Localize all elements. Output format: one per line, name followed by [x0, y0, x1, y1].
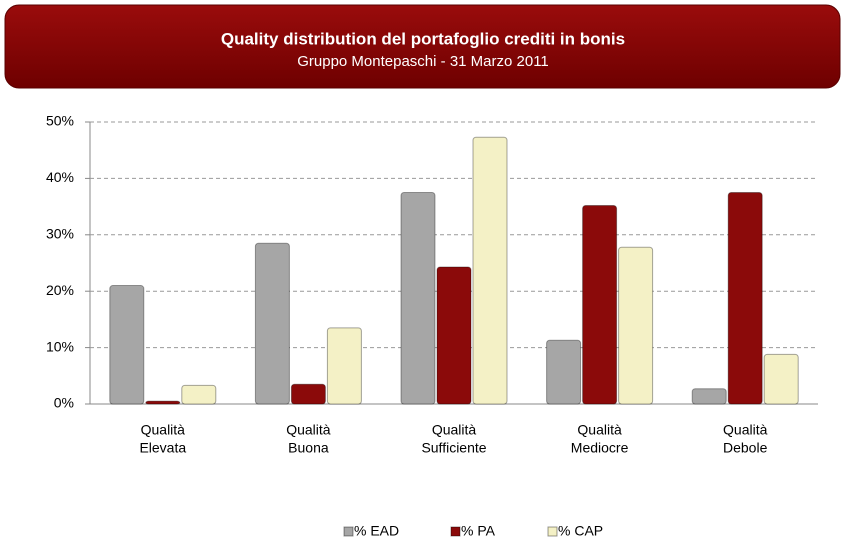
bar [763, 353, 799, 405]
bar [436, 266, 472, 405]
bar [181, 384, 217, 405]
y-tick-label: 30% [46, 226, 74, 242]
header-box [4, 4, 841, 89]
legend-label: % CAP [558, 523, 603, 539]
bar [290, 383, 326, 405]
x-tick-label: Qualità [723, 422, 768, 438]
legend-swatch [343, 526, 354, 537]
chart-subtitle: Gruppo Montepaschi - 31 Marzo 2011 [297, 53, 549, 70]
bar [727, 192, 763, 405]
legend-label: % PA [461, 523, 496, 539]
x-tick-label: Qualità [141, 422, 186, 438]
chart-title: Quality distribution del portafoglio cre… [221, 29, 625, 48]
legend-label: % EAD [354, 523, 399, 539]
y-tick-label: 50% [46, 113, 74, 129]
bar [326, 327, 362, 405]
x-tick-label: Qualità [432, 422, 477, 438]
x-tick-label: Qualità [577, 422, 622, 438]
legend-swatch [450, 526, 461, 537]
x-tick-label: Mediocre [571, 440, 629, 456]
bar [691, 388, 727, 405]
bar [472, 136, 508, 405]
x-tick-label: Debole [723, 440, 768, 456]
bar [582, 204, 618, 405]
y-tick-label: 10% [46, 338, 74, 354]
x-tick-label: Qualità [286, 422, 331, 438]
y-tick-label: 40% [46, 169, 74, 185]
y-tick-label: 0% [54, 395, 74, 411]
y-tick-label: 20% [46, 282, 74, 298]
x-tick-label: Buona [288, 440, 329, 456]
x-tick-label: Elevata [139, 440, 186, 456]
bar [546, 339, 582, 405]
bar [618, 246, 654, 405]
x-tick-label: Sufficiente [421, 440, 486, 456]
bar [109, 285, 145, 405]
bar [145, 400, 181, 405]
bar [254, 242, 290, 405]
legend-swatch [547, 526, 558, 537]
bar [400, 192, 436, 405]
